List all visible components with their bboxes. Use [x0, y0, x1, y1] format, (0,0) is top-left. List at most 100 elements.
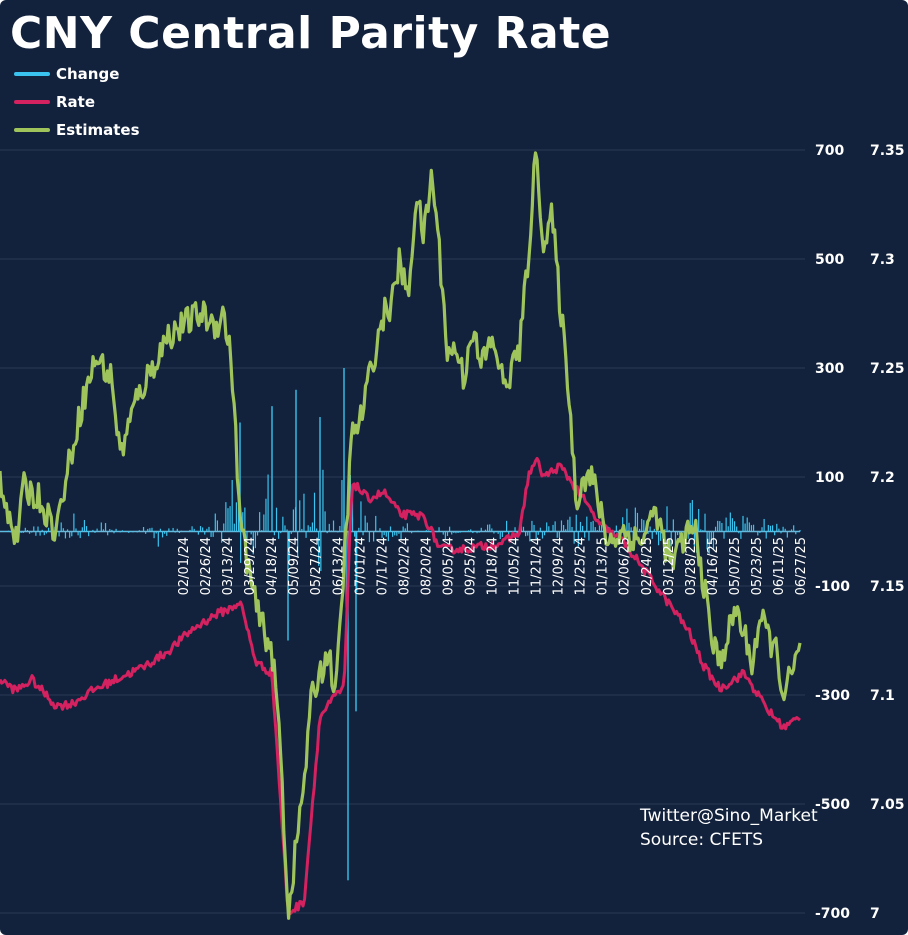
x-axis-ticks: 02/01/24 02/26/24 03/13/24 03/29/24 04/18/24… — [177, 537, 809, 595]
legend-label-estimates: Estimates — [56, 121, 140, 139]
change-bar — [451, 531, 453, 535]
change-bar — [58, 531, 60, 537]
change-bar — [168, 528, 170, 532]
change-bar — [98, 531, 100, 532]
x-tick-label: 06/13/24 — [331, 537, 346, 595]
change-bar — [111, 529, 113, 532]
change-bar — [164, 531, 166, 534]
change-bar — [379, 528, 381, 532]
change-bar — [740, 531, 742, 539]
change-bar — [337, 531, 339, 533]
change-bar — [301, 528, 303, 532]
change-bar — [706, 531, 708, 550]
change-bar — [191, 526, 193, 532]
change-bar — [385, 531, 387, 537]
change-bar — [134, 531, 136, 532]
change-bar — [94, 531, 96, 533]
change-bar — [212, 531, 214, 537]
change-bar — [231, 480, 233, 532]
change-bar — [782, 526, 784, 532]
change-bar — [774, 531, 776, 536]
change-bar — [575, 514, 577, 532]
change-bar — [590, 521, 592, 532]
change-bar — [402, 526, 404, 532]
change-bar — [3, 531, 5, 533]
change-bar — [554, 521, 556, 532]
change-bar — [440, 531, 442, 532]
change-bar — [736, 526, 738, 532]
change-bar-spike — [271, 406, 273, 532]
change-bar — [9, 531, 12, 533]
change-bar — [415, 530, 417, 532]
change-bar-spike — [287, 531, 289, 641]
change-bar — [311, 522, 314, 532]
change-bar — [128, 531, 130, 533]
change-bar — [573, 531, 575, 544]
change-bar — [223, 523, 225, 532]
legend-label-rate: Rate — [56, 93, 96, 111]
x-tick-label: 03/28/25 — [684, 537, 699, 595]
change-bar — [733, 521, 736, 532]
change-bar — [330, 530, 332, 532]
change-bar — [123, 531, 126, 532]
change-bar — [305, 531, 307, 538]
change-bar — [413, 531, 415, 532]
change-bar — [252, 531, 254, 555]
change-bar — [406, 523, 408, 532]
y-right-tick-label: 7.3 — [870, 252, 895, 268]
change-bar — [100, 522, 102, 532]
y-right-tick-label: 7.05 — [870, 797, 905, 813]
change-bar — [474, 530, 476, 532]
change-bar — [657, 531, 660, 546]
change-bar — [109, 529, 111, 532]
change-bar — [7, 530, 10, 532]
change-bar — [85, 526, 88, 532]
change-bar — [280, 531, 282, 534]
legend-swatch-estimates — [14, 128, 50, 132]
y-left-tick-label: 100 — [815, 470, 844, 486]
change-bar — [499, 531, 501, 540]
change-bar — [761, 527, 763, 532]
change-bar — [5, 531, 7, 532]
change-bar — [748, 522, 750, 532]
change-bar — [744, 523, 746, 532]
change-bar — [159, 528, 162, 532]
x-tick-label: 07/01/24 — [353, 537, 368, 595]
change-bar — [130, 530, 132, 532]
x-tick-label: 08/20/24 — [419, 537, 434, 595]
change-bar — [505, 520, 508, 532]
change-bar — [757, 531, 759, 536]
change-bar — [180, 530, 183, 532]
change-bar — [425, 530, 427, 532]
change-bar — [478, 531, 480, 533]
change-bar — [28, 531, 31, 534]
change-bar — [174, 531, 176, 533]
change-bar — [341, 480, 343, 532]
change-bar — [309, 526, 311, 532]
change-bar — [679, 531, 681, 535]
change-bar — [79, 531, 81, 539]
x-tick-label: 09/25/24 — [464, 537, 479, 595]
change-bar — [149, 528, 151, 532]
change-bar — [316, 528, 318, 532]
change-bar — [615, 525, 617, 532]
change-bar — [383, 531, 385, 536]
change-bar — [246, 531, 248, 542]
change-bar — [233, 523, 235, 532]
change-bar — [672, 519, 674, 532]
change-bar — [581, 525, 584, 532]
change-bar — [404, 528, 406, 532]
change-bar — [417, 530, 419, 532]
change-bar — [660, 531, 662, 541]
change-bar — [638, 528, 641, 532]
change-bar — [290, 531, 292, 534]
change-bar — [265, 498, 267, 532]
change-bar — [651, 531, 653, 539]
change-bar — [584, 531, 586, 538]
y-left-tick-label: -500 — [815, 797, 850, 813]
x-tick-label: 05/27/24 — [309, 537, 324, 595]
change-bar — [700, 529, 702, 532]
x-tick-label: 09/05/24 — [441, 537, 456, 595]
y-left-tick-label: -300 — [815, 688, 850, 704]
change-bar-spike — [319, 417, 321, 532]
